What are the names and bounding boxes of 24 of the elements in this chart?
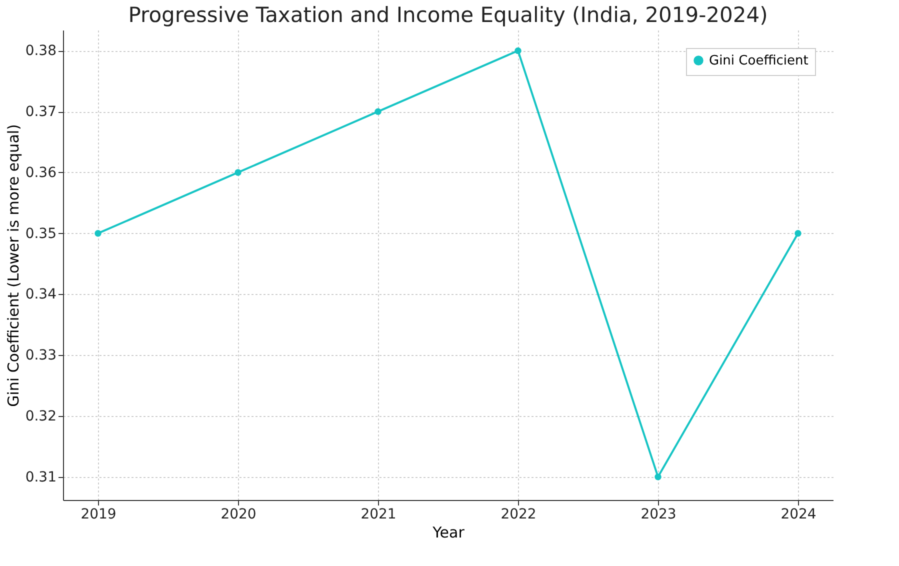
x-tick-label: 2023 bbox=[640, 506, 676, 522]
point bbox=[514, 47, 522, 54]
point bbox=[234, 169, 242, 176]
x-tick-label: 2020 bbox=[220, 506, 256, 522]
x-tick-label: 2019 bbox=[80, 506, 116, 522]
y-tick-label: 0.32 bbox=[25, 408, 56, 424]
y-axis-title: Gini Coefficient (Lower is more equal) bbox=[4, 124, 22, 407]
y-tick-label: 0.35 bbox=[25, 226, 56, 242]
x-axis-title: Year bbox=[432, 524, 466, 542]
point bbox=[794, 230, 802, 237]
point bbox=[94, 230, 102, 237]
x-tick-label: 2021 bbox=[360, 506, 396, 522]
x-tick-label: 2022 bbox=[500, 506, 536, 522]
y-tick-label: 0.38 bbox=[25, 43, 56, 60]
x-tick-label: 2024 bbox=[780, 506, 816, 522]
y-tick-label: 0.33 bbox=[25, 348, 56, 364]
chart-title: Progressive Taxation and Income Equality (India, 2019-2024) bbox=[128, 3, 768, 27]
point bbox=[654, 474, 662, 480]
point bbox=[374, 108, 382, 115]
y-tick-label: 0.34 bbox=[25, 286, 57, 303]
y-tick-label: 0.37 bbox=[25, 104, 56, 120]
y-tick-label: 0.36 bbox=[25, 164, 57, 181]
y-tick-label: 0.31 bbox=[25, 469, 56, 486]
legend-label: Gini Coefficient bbox=[709, 54, 808, 68]
